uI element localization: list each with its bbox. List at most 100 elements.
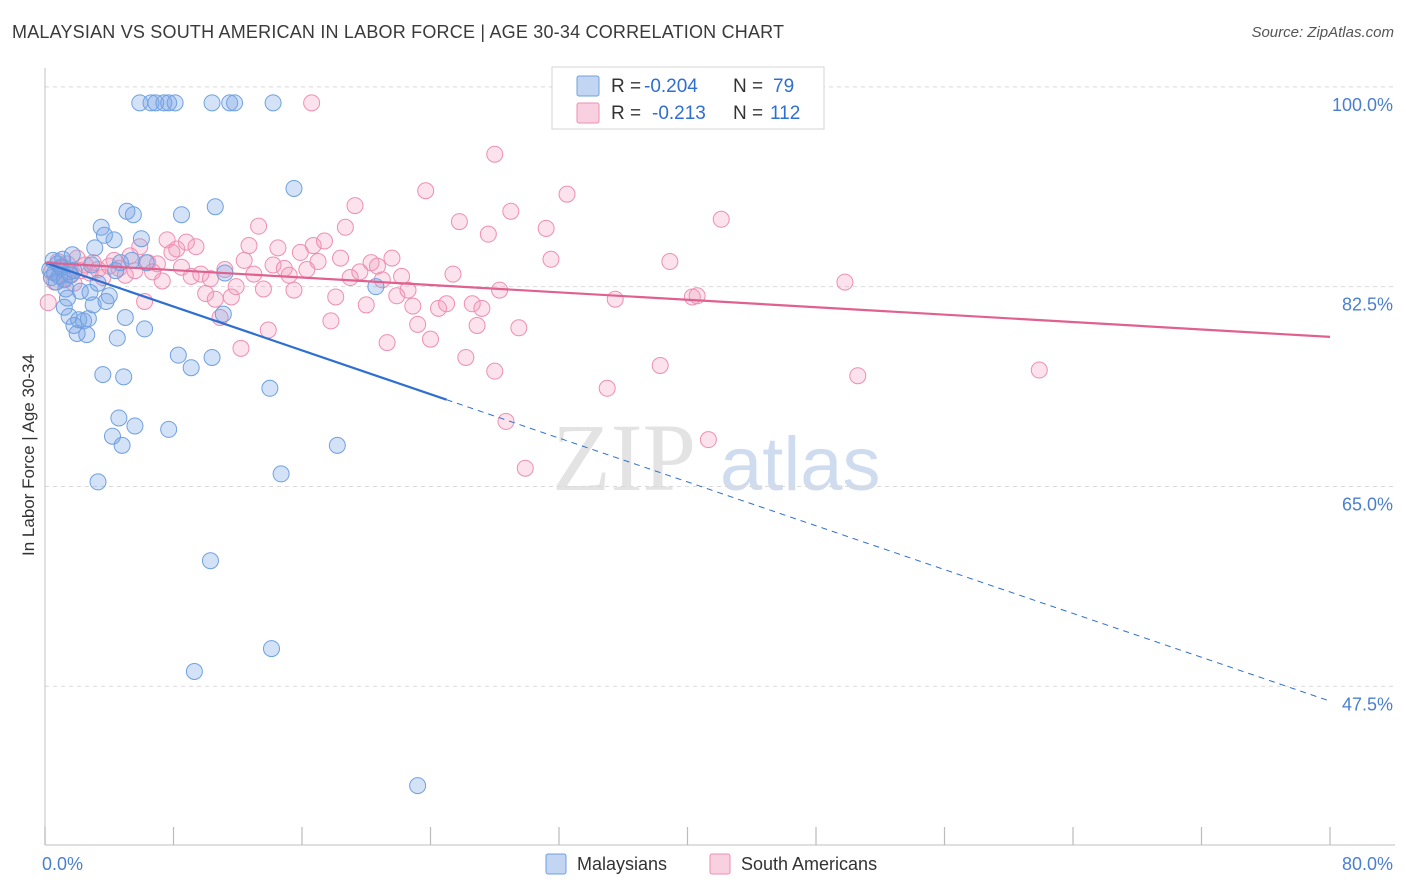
south-american-point — [378, 334, 396, 352]
south-american-point — [250, 217, 268, 235]
malaysian-point — [264, 94, 282, 112]
malaysian-point — [75, 312, 93, 330]
malaysian-point — [86, 239, 104, 257]
malaysian-point — [100, 287, 118, 305]
south-american-point — [373, 271, 391, 289]
legend-r-label: R = — [611, 103, 641, 124]
south-american-point — [309, 253, 327, 271]
south-american-point — [712, 210, 730, 228]
south-american-point — [661, 253, 679, 271]
malaysian-point — [409, 777, 427, 795]
x-tick-labels: 0.0% 80.0% — [42, 854, 1393, 874]
malaysian-point — [262, 640, 280, 658]
axes — [44, 68, 1395, 846]
malaysians-points — [41, 94, 427, 795]
malaysian-point — [136, 320, 154, 338]
south-american-point — [357, 296, 375, 314]
south-american-point — [187, 238, 205, 256]
south-american-point — [486, 145, 504, 163]
south-american-point — [409, 315, 427, 333]
malaysian-point — [116, 308, 134, 326]
malaysian-point — [203, 94, 221, 112]
south-american-point — [232, 339, 250, 357]
south-american-point — [280, 266, 298, 284]
south-american-point — [168, 240, 186, 258]
malaysian-point — [214, 305, 232, 323]
south-american-point — [177, 233, 195, 251]
bottom-legend-swatch-south-americans — [709, 853, 731, 875]
legend-swatch-south-americans — [576, 102, 600, 124]
malaysian-point — [142, 94, 160, 112]
y-tick-label: 82.5% — [1342, 295, 1393, 315]
bottom-legend: Malaysians South Americans — [545, 853, 877, 875]
south-american-point — [304, 237, 322, 255]
malaysian-point — [84, 296, 102, 314]
legend-swatch-malaysians — [576, 75, 600, 97]
south-american-point — [388, 287, 406, 305]
south-american-point — [322, 312, 340, 330]
x-tick-label: 0.0% — [42, 854, 83, 874]
south-american-point — [201, 270, 219, 288]
south-american-point — [473, 299, 491, 317]
south-american-point — [1030, 361, 1048, 379]
south-american-point — [285, 281, 303, 299]
south-american-point — [254, 280, 272, 298]
south-american-point — [222, 288, 240, 306]
malaysian-point — [201, 552, 219, 570]
malaysian-point — [63, 246, 81, 264]
bottom-legend-south-americans: South Americans — [741, 854, 877, 874]
south-american-point — [849, 367, 867, 385]
malaysian-point — [169, 346, 187, 364]
malaysian-point — [79, 310, 97, 328]
trend-lines — [44, 261, 1331, 702]
legend-n-label: N = — [733, 76, 763, 97]
south-american-point — [422, 330, 439, 348]
malaysian-point — [124, 206, 142, 224]
malaysian-point — [113, 436, 131, 454]
south-american-point — [383, 249, 401, 267]
south-american-point — [227, 278, 245, 296]
malaysian-point — [226, 94, 244, 112]
malaysian-point — [160, 420, 178, 438]
malaysian-point — [115, 368, 133, 386]
bottom-legend-malaysians: Malaysians — [577, 854, 667, 874]
watermark-zip: ZIP — [552, 404, 696, 511]
south-american-point — [836, 273, 854, 291]
x-tick-label: 80.0% — [1342, 854, 1393, 874]
south-american-point — [315, 232, 333, 250]
south-american-point — [699, 431, 717, 449]
south-american-point — [303, 94, 321, 112]
bottom-legend-swatch-malaysians — [545, 853, 567, 875]
south-american-point — [468, 316, 486, 334]
watermark-atlas: atlas — [720, 422, 881, 507]
malaysian-point — [95, 226, 113, 244]
south-american-point — [430, 299, 448, 317]
y-tick-labels: 47.5% 65.0% 82.5% 100.0% — [1332, 95, 1393, 714]
south-american-point — [497, 412, 515, 430]
south-american-point — [606, 290, 624, 308]
south-american-point — [163, 243, 181, 261]
south-american-point — [368, 257, 386, 275]
south-american-point — [463, 295, 481, 313]
source-label: Source: ZipAtlas.com — [1251, 24, 1394, 41]
legend-n-value: 79 — [773, 76, 794, 97]
malaysian-point — [185, 662, 203, 680]
legend-r-value: -0.204 — [644, 76, 698, 97]
south-american-point — [486, 362, 504, 380]
south-american-point — [235, 251, 253, 269]
malaysian-point — [206, 198, 224, 216]
legend-n-label: N = — [733, 103, 763, 124]
south-american-point — [269, 239, 287, 257]
malaysian-point — [173, 206, 191, 224]
south-american-point — [259, 321, 277, 339]
south-american-point — [399, 281, 417, 299]
south-american-point — [206, 290, 224, 308]
malaysians-trend-extension — [446, 399, 1331, 702]
malaysian-point — [261, 379, 279, 397]
legend-r-value: -0.213 — [652, 103, 706, 124]
south-american-point — [240, 237, 258, 255]
south-american-point — [444, 265, 462, 283]
south-american-point — [598, 379, 616, 397]
malaysian-point — [108, 329, 126, 347]
malaysian-point — [137, 254, 155, 272]
